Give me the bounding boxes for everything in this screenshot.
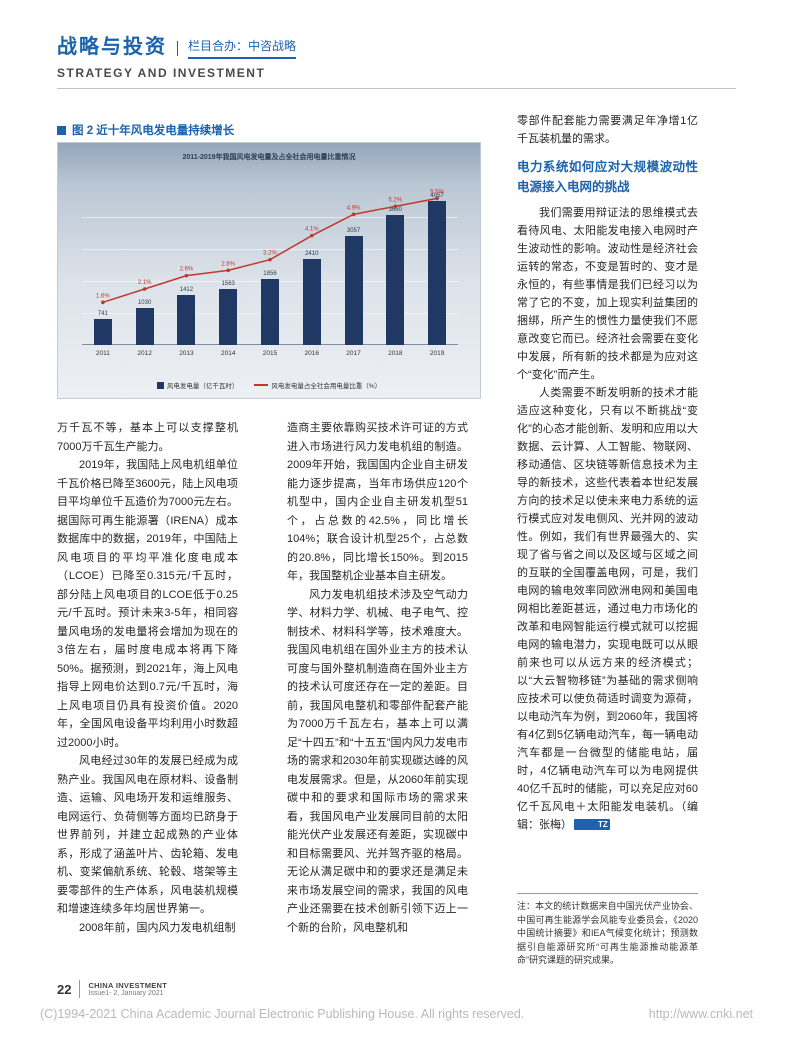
bar [93,318,112,345]
x-axis-label: 2017 [346,350,361,357]
legend-label: 风电发电量占全社会用电量比重（%） [271,383,382,390]
gridline [82,249,458,250]
chart-legend: 风电发电量（亿千瓦时） 风电发电量占全社会用电量比重（%） [58,380,480,390]
column-2: 造商主要依靠购买技术许可证的方式进入市场进行风力发电机组的制造。2009年开始，… [287,419,468,979]
bar [386,214,405,345]
legend-bar-swatch-icon [156,381,164,389]
journal-name: CHINA INVESTMENT [88,981,168,990]
paragraph: 2008年前，国内风力发电机组制 [79,921,236,934]
paragraph: 2019年，我国陆上风电机组单位千瓦价格已降至3600元，陆上风电项目平均单位千… [57,459,238,749]
legend-line-swatch-icon [254,384,269,386]
svg-text:2.1%: 2.1% [138,280,152,286]
column-3: 零部件配套能力需要满足年净增1亿千瓦装机量的需求。 电力系统如何应对大规模波动性… [517,112,698,891]
paragraph: 零部件配套能力需要满足年净增1亿千瓦装机量的需求。 [517,115,698,145]
figure-caption-text: 图 2 近十年风电发电量持续增长 [72,125,235,137]
x-axis-label: 2019 [429,350,445,357]
svg-text:5.2%: 5.2% [388,197,402,203]
paragraph: 风电经过30年的发展已经成为成熟产业。我国风电在原材料、设备制造、运输、风电场开… [57,755,238,915]
line-series: 1.6% 2.1% 2.6% 2.8% 3.2% 4.1% 4.9% 5.2% 5.5% [96,189,445,305]
bar-value-label: 1030 [137,300,152,307]
copyright-text: (C)1994-2021 China Academic Journal Elec… [40,1007,525,1021]
bar-value-label: 1412 [179,286,194,293]
svg-text:5.5%: 5.5% [430,189,444,195]
legend-label: 风电发电量（亿千瓦时） [166,383,239,390]
paragraph-text: 人类需要不断发明新的技术才能适应这种变化，只有以不断挑战“变化”的心态才能创新、… [517,387,698,831]
bar-value-label: 741 [97,310,108,317]
header-rule [57,88,736,89]
subsection-heading: 电力系统如何应对大规模波动性电源接入电网的挑战 [517,160,698,194]
caption-bullet-icon [57,125,66,135]
paragraph: 万千瓦不等，基本上可以支撑整机7000万千瓦生产能力。 [57,422,238,453]
bar [344,236,363,345]
wind-power-chart: 2011-2019年我国风电发电量及占全社会用电量比重情况 741 2011 103… [57,142,481,399]
svg-text:2.6%: 2.6% [180,267,194,273]
bar-value-label: 2410 [305,251,319,258]
bar [219,289,238,345]
svg-text:4.9%: 4.9% [347,205,361,211]
bar-group: 1412 2013 [166,185,208,357]
section-title-cn: 战略与投资 [57,36,167,58]
bar-group: 1030 2012 [124,185,166,357]
x-axis-label: 2013 [179,350,194,357]
header-divider [177,41,178,56]
legend-item: 风电发电量（亿千瓦时） [156,380,239,390]
paragraph: 风力发电机组技术涉及空气动力学、材料力学、机械、电子电气、控制技术、材料科学等，… [287,588,468,934]
x-axis-label: 2018 [388,350,403,357]
bar-group: 1563 2014 [207,185,249,357]
bar [302,259,321,345]
paragraph: 人类需要不断发明新的技术才能适应这种变化，只有以不断挑战“变化”的心态才能创新、… [517,384,698,834]
x-axis-label: 2014 [220,350,236,357]
journal-end-mark: TZ [574,819,610,830]
bar [177,294,196,345]
svg-text:3.2%: 3.2% [263,251,277,257]
x-axis-label: 2016 [304,350,319,357]
svg-text:2.8%: 2.8% [221,261,235,267]
bar-value-label: 1856 [263,271,277,278]
copyright-watermark: (C)1994-2021 China Academic Journal Elec… [40,1007,753,1021]
bar-group: 3660 2018 [374,185,416,357]
bar-value-label: 3057 [346,228,361,235]
column-1: 万千瓦不等，基本上可以支撑整机7000万千瓦生产能力。 2019年，我国陆上风电… [57,419,238,979]
section-title-en: STRATEGY AND INVESTMENT [57,66,266,80]
svg-text:4.1%: 4.1% [305,227,319,233]
bar [428,200,447,345]
x-axis-label: 2015 [262,350,278,357]
x-axis-label: 2011 [95,350,110,357]
legend-item: 风电发电量占全社会用电量比重（%） [254,380,381,390]
bar-group: 1856 2015 [249,185,291,357]
source-note: 注：本文的统计数据来自中国光伏产业协会、中国可再生能源学会风能专业委员会，《20… [517,893,698,968]
gridline [82,217,458,218]
svg-text:1.6%: 1.6% [96,293,110,299]
page-header: 战略与投资 栏目合办：中咨战略 STRATEGY AND INVESTMENT [57,30,297,80]
bar-value-label: 3660 [388,206,402,213]
chart-plot-area: 741 2011 1030 2012 1412 2013 1563 2014 1856 2015 2… [82,185,458,357]
bar-group: 741 2011 [82,185,124,357]
section-cohost-label: 栏目合办：中咨战略 [188,37,297,59]
bar [135,308,154,345]
paragraph: 我们需要用辩证法的思维模式去看待风电、太阳能发电接入电网时产生波动性的影响。波动… [517,207,698,381]
bar-group: 4057 2019 [416,185,458,357]
journal-issue: Issue1- 2, January 2021 [88,990,164,997]
footer: 22 CHINA INVESTMENT Issue1- 2, January 2… [57,980,167,998]
figure-caption: 图 2 近十年风电发电量持续增长 [57,122,234,138]
x-axis-label: 2012 [137,350,152,357]
cnki-link[interactable]: http://www.cnki.net [648,1007,753,1021]
chart-title: 2011-2019年我国风电发电量及占全社会用电量比重情况 [182,154,356,161]
paragraph: 造商主要依靠购买技术许可证的方式进入市场进行风力发电机组的制造。2009年开始，… [287,422,468,582]
bar [260,279,279,345]
footer-divider [79,980,81,998]
bar-group: 2410 2016 [291,185,333,357]
bar-value-label: 1563 [221,281,235,288]
bar-value-label: 4057 [430,192,444,199]
page-number: 22 [57,981,72,997]
bar-group: 3057 2017 [333,185,375,357]
